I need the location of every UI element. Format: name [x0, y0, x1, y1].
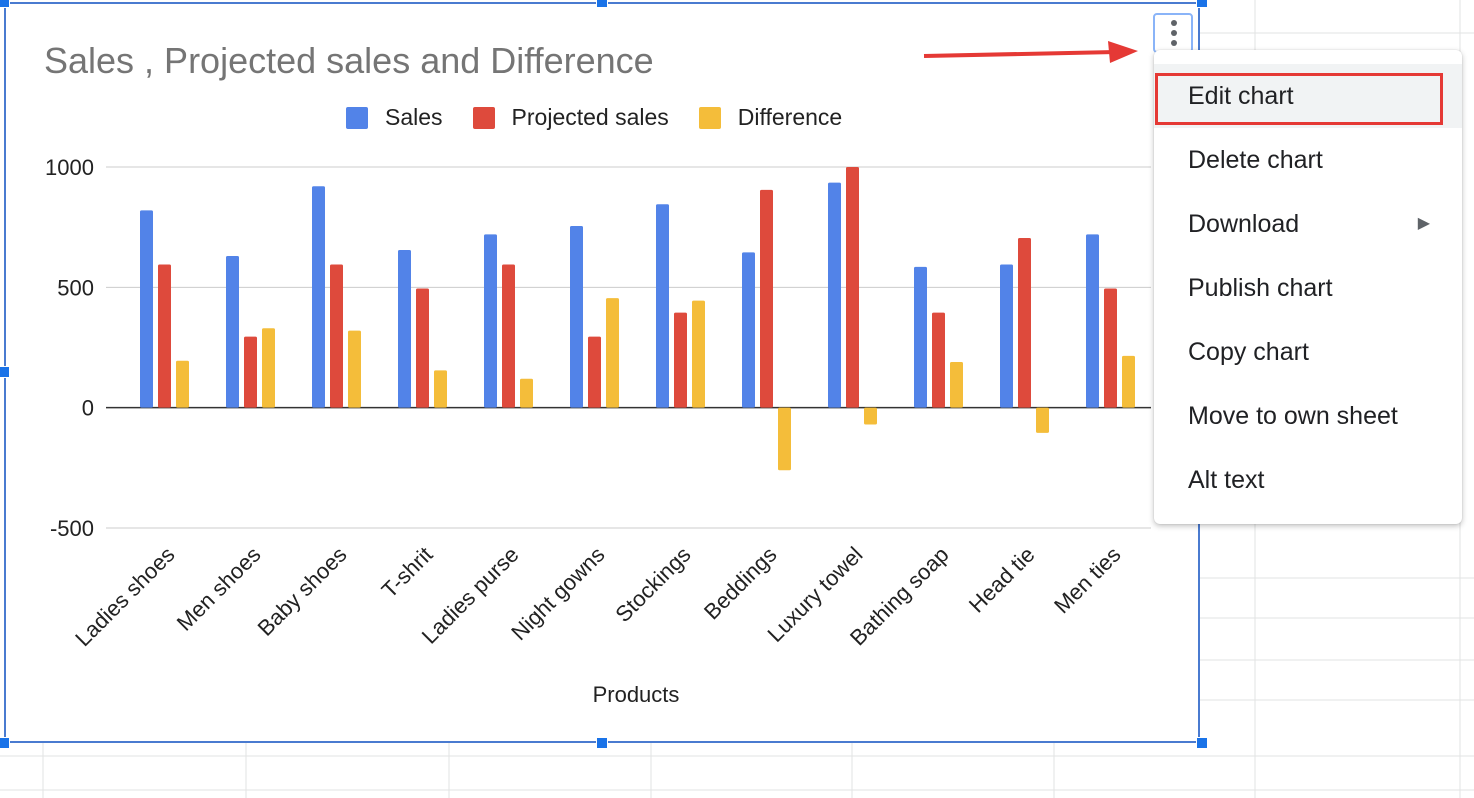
bar-difference — [348, 330, 361, 408]
bar-projected-sales — [588, 336, 601, 408]
bar-difference — [778, 407, 791, 471]
bar-sales — [312, 186, 325, 408]
bar-sales — [828, 182, 841, 408]
legend-label-difference: Difference — [737, 104, 843, 130]
bar-sales — [742, 252, 755, 408]
bar-projected-sales — [846, 167, 859, 408]
bar-difference — [1122, 355, 1135, 408]
legend-swatch-projected-sales — [472, 106, 495, 129]
bar-projected-sales — [416, 288, 429, 408]
legend-item-difference: Difference — [698, 104, 843, 131]
bar-difference — [864, 407, 877, 425]
red-arrow-icon — [923, 41, 1138, 63]
bar-projected-sales — [244, 336, 257, 408]
resize-handle-left[interactable] — [0, 366, 10, 378]
menu-item-alt-text[interactable]: Alt text — [1154, 448, 1462, 512]
bar-sales — [484, 234, 497, 408]
bar-sales — [656, 204, 669, 408]
bar-difference — [520, 378, 533, 408]
legend-item-sales: Sales — [346, 104, 443, 131]
x-tick-label: Baby shoes — [253, 542, 352, 641]
bar-difference — [950, 361, 963, 408]
bar-difference — [1036, 407, 1049, 433]
legend-label-sales: Sales — [385, 104, 443, 130]
menu-item-label: Download — [1188, 210, 1300, 238]
x-axis-label: Products — [593, 682, 680, 707]
bar-difference — [434, 370, 447, 408]
menu-item-label: Publish chart — [1188, 274, 1333, 302]
legend-swatch-difference — [698, 106, 721, 129]
bar-projected-sales — [760, 189, 773, 408]
y-tick-label: 0 — [82, 396, 94, 421]
bar-sales — [226, 256, 239, 408]
legend-label-projected-sales: Projected sales — [511, 104, 669, 130]
resize-handle-top[interactable] — [596, 0, 608, 8]
bar-projected-sales — [674, 312, 687, 408]
bar-sales — [398, 250, 411, 408]
menu-item-delete-chart[interactable]: Delete chart — [1154, 128, 1462, 192]
chart-context-menu: Edit chart Delete chart Download ▶ Publi… — [1154, 50, 1462, 524]
legend-item-projected-sales: Projected sales — [472, 104, 669, 131]
triangle-right-icon: ▶ — [1417, 215, 1430, 232]
chart-legend: Sales Projected sales Difference — [346, 104, 872, 131]
bar-projected-sales — [158, 264, 171, 408]
y-tick-label: 500 — [57, 275, 94, 300]
bar-difference — [606, 298, 619, 408]
resize-handle-bottom[interactable] — [596, 737, 608, 749]
menu-item-download[interactable]: Download ▶ — [1154, 192, 1462, 256]
x-tick-label: Men ties — [1049, 542, 1125, 618]
legend-swatch-sales — [346, 106, 368, 129]
menu-item-label: Edit chart — [1188, 82, 1294, 110]
bar-sales — [914, 266, 927, 408]
menu-item-label: Alt text — [1188, 466, 1265, 494]
bar-projected-sales — [1018, 237, 1031, 408]
menu-item-move-to-own-sheet[interactable]: Move to own sheet — [1154, 384, 1462, 448]
resize-handle-bottom-left[interactable] — [0, 737, 10, 749]
bar-projected-sales — [1104, 288, 1117, 408]
bar-projected-sales — [330, 264, 343, 408]
bar-difference — [692, 300, 705, 408]
annotation-highlight-box — [1155, 73, 1443, 125]
x-tick-label: Men shoes — [172, 542, 266, 636]
x-tick-label: Beddings — [699, 542, 782, 625]
menu-item-copy-chart[interactable]: Copy chart — [1154, 320, 1462, 384]
y-tick-label: 1000 — [45, 155, 94, 180]
menu-item-label: Delete chart — [1188, 146, 1323, 174]
bar-projected-sales — [932, 312, 945, 408]
bar-sales — [570, 225, 583, 408]
x-tick-label: Ladies shoes — [70, 542, 179, 651]
bar-difference — [262, 328, 275, 408]
bar-sales — [1086, 234, 1099, 408]
bar-sales — [140, 210, 153, 408]
y-tick-label: -500 — [50, 516, 94, 541]
x-tick-label: Head tie — [964, 542, 1040, 618]
x-tick-label: Night gowns — [506, 542, 609, 645]
menu-item-label: Move to own sheet — [1188, 402, 1398, 430]
bar-projected-sales — [502, 264, 515, 408]
x-tick-label: T-shrit — [377, 542, 438, 603]
chart-title: Sales , Projected sales and Difference — [44, 40, 654, 81]
menu-item-label: Copy chart — [1188, 338, 1309, 366]
chart-container[interactable]: Sales , Projected sales and Difference S… — [4, 2, 1200, 743]
resize-handle-top-left[interactable] — [0, 0, 10, 8]
menu-item-publish-chart[interactable]: Publish chart — [1154, 256, 1462, 320]
resize-handle-top-right[interactable] — [1196, 0, 1208, 8]
more-vert-icon[interactable] — [1153, 13, 1193, 53]
bar-sales — [1000, 264, 1013, 408]
resize-handle-bottom-right[interactable] — [1196, 737, 1208, 749]
bar-difference — [176, 360, 189, 408]
x-tick-label: Stockings — [610, 542, 695, 627]
